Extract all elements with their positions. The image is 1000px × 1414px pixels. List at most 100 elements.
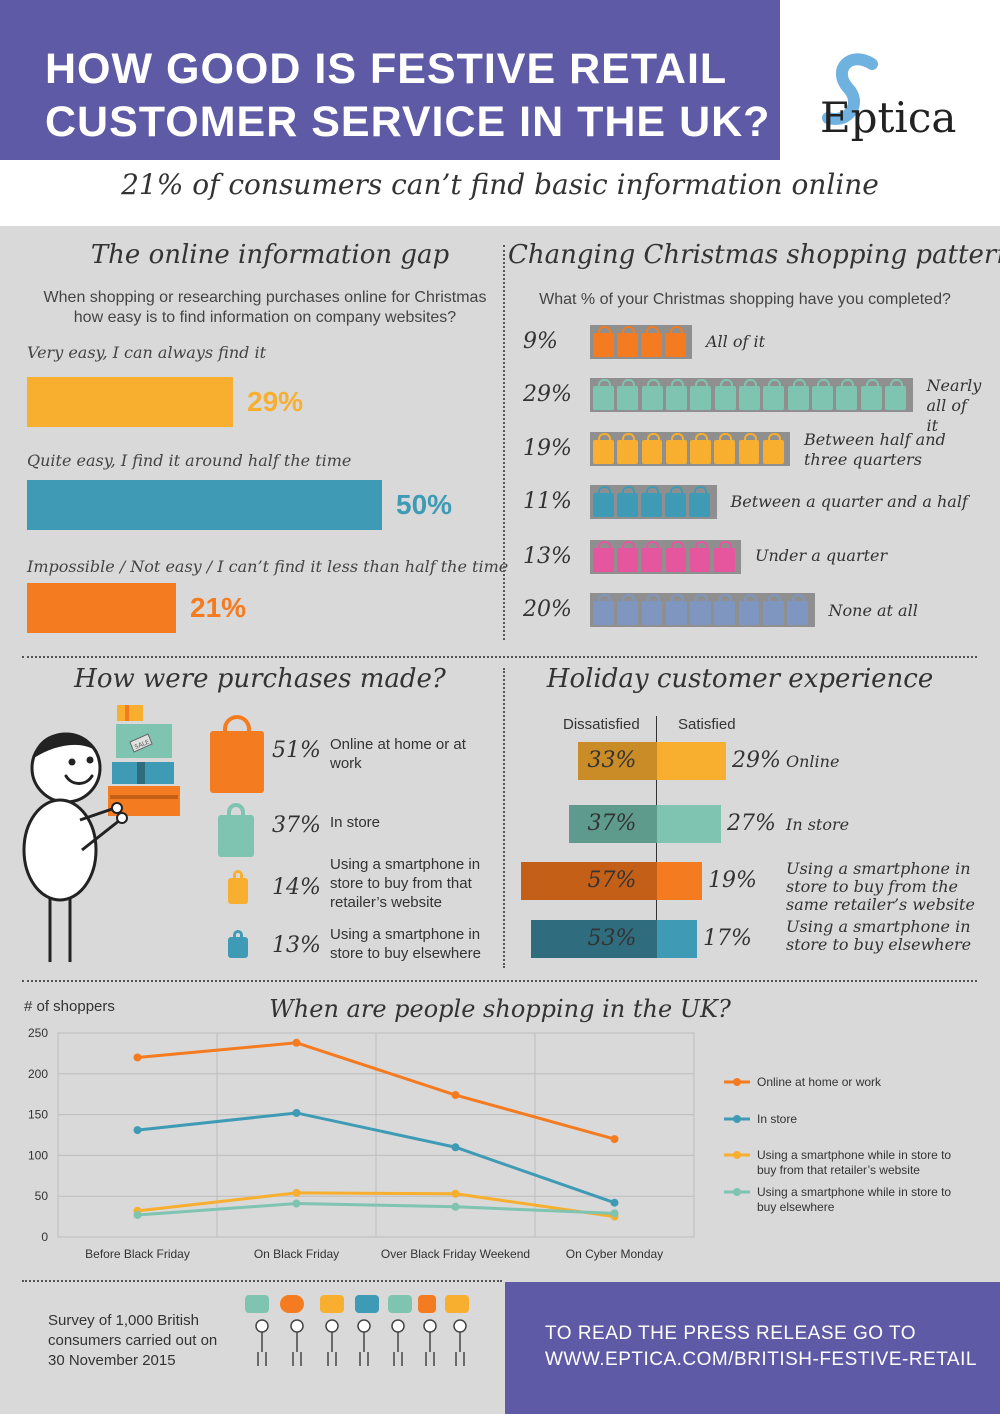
x-tick-label: Before Black Friday: [85, 1247, 190, 1261]
divider-vertical-top: [503, 245, 505, 640]
data-point: [451, 1091, 460, 1100]
shopping-bag-icon: [641, 433, 663, 464]
shopping-bag-icon: [665, 326, 686, 357]
title-line-1: HOW GOOD IS FESTIVE RETAIL: [45, 45, 728, 93]
y-tick-label: 0: [41, 1230, 48, 1244]
series-line: [137, 1041, 615, 1141]
dissatisfied-bar: [569, 805, 657, 843]
holiday-row-label: Using a smartphone in store to buy from …: [786, 859, 975, 914]
legend-label: Using a smartphone while in store to buy …: [757, 1185, 951, 1214]
legend-marker: [733, 1188, 741, 1196]
shopping-bag-icon: [690, 433, 711, 464]
shopping-bag-icon: [641, 486, 662, 517]
purchase-pct-store: 37%: [272, 813, 321, 838]
legend-marker: [733, 1115, 741, 1123]
shopping-bag-icon: [763, 379, 785, 410]
shopping-bag-icon: [617, 326, 638, 357]
legend-label: In store: [757, 1112, 797, 1126]
y-tick-label: 150: [28, 1108, 48, 1122]
satisfied-header: Satisfied: [678, 716, 736, 733]
data-point: [292, 1108, 301, 1117]
title-line-2: CUSTOMER SERVICE IN THE UK?: [45, 98, 771, 146]
y-tick-label: 100: [28, 1148, 48, 1162]
shopping-bag-icon: [665, 486, 686, 517]
shopping-bag-yellow-icon: [228, 870, 248, 904]
dissatisfied-header: Dissatisfied: [563, 716, 640, 733]
info-gap-title: The online information gap: [90, 240, 450, 270]
shopping-bag-icon: [762, 594, 784, 625]
pattern-label: Nearly all of it: [926, 376, 982, 435]
pattern-label: None at all: [828, 601, 918, 620]
shopping-bag-icon: [762, 433, 784, 464]
shopping-bag-icon: [665, 541, 687, 572]
pattern-pct: 19%: [523, 436, 572, 461]
satisfied-value: 29%: [732, 748, 781, 773]
shopping-bag-icon: [617, 541, 638, 572]
shopping-bag-icon: [714, 379, 736, 410]
shopping-bag-orange-icon: [210, 715, 264, 793]
shopping-bag-icon: [641, 326, 662, 357]
shopping-bag-icon: [593, 594, 614, 625]
people-illustration: [240, 1290, 475, 1370]
shopping-bag-icon: [617, 379, 639, 410]
holiday-row-label: Online: [786, 752, 840, 771]
satisfied-value: 27%: [727, 811, 776, 836]
pattern-bar: [590, 325, 692, 359]
shopping-bag-icon: [593, 541, 614, 572]
dissatisfied-value: 33%: [587, 748, 637, 773]
pattern-pct: 9%: [523, 329, 558, 354]
divider-horizontal-3: [22, 1280, 502, 1282]
gap-label-1: Very easy, I can always find it: [27, 343, 267, 362]
press-release-line-1: TO READ THE PRESS RELEASE GO TO: [545, 1323, 916, 1344]
pattern-pct: 29%: [523, 382, 572, 407]
shopping-bag-icon: [836, 379, 858, 410]
data-point: [133, 1126, 142, 1135]
satisfied-value: 19%: [708, 868, 757, 893]
purchases-title: How were purchases made?: [74, 664, 446, 694]
pattern-pct: 20%: [523, 597, 572, 622]
pattern-bar: [590, 432, 790, 466]
shopping-bag-icon: [617, 486, 638, 517]
shopping-bag-icon: [617, 594, 639, 625]
divider-horizontal-1: [22, 656, 977, 658]
dissatisfied-value: 53%: [587, 926, 637, 951]
title-box: [0, 0, 780, 160]
legend-marker: [733, 1151, 741, 1159]
holiday-title: Holiday customer experience: [546, 664, 934, 694]
shopping-bag-icon: [885, 379, 906, 410]
logo-text: Eptica: [820, 93, 956, 142]
satisfied-bar: [657, 920, 697, 958]
shopper-illustration: SALE: [20, 700, 200, 970]
shopping-bag-icon: [666, 379, 687, 410]
data-point: [610, 1198, 619, 1207]
pattern-label: Under a quarter: [755, 546, 888, 565]
purchase-text-store: In store: [330, 814, 381, 831]
gap-bar-not-easy: [27, 583, 176, 633]
shopping-bag-icon: [739, 379, 760, 410]
gap-bar-quite-easy: [27, 480, 382, 530]
satisfied-bar: [657, 805, 721, 843]
holiday-row-label: Using a smartphone in store to buy elsew…: [786, 917, 972, 954]
data-point: [133, 1210, 142, 1219]
shopping-bag-icon: [690, 379, 712, 410]
dissatisfied-value: 57%: [587, 868, 637, 893]
holiday-row-label: In store: [786, 815, 850, 834]
data-point: [133, 1053, 142, 1062]
press-release-link[interactable]: WWW.EPTICA.COM/BRITISH-FESTIVE-RETAIL: [545, 1349, 977, 1370]
pattern-label: Between half and three quarters: [804, 430, 946, 469]
pattern-bar: [590, 485, 717, 519]
satisfied-bar: [657, 742, 726, 780]
shopping-bag-icon: [787, 594, 809, 625]
data-point: [292, 1038, 301, 1047]
shopping-bag-icon: [860, 379, 882, 410]
pattern-bar: [590, 540, 741, 574]
shopping-bag-icon: [689, 486, 710, 517]
gap-label-2: Quite easy, I find it around half the ti…: [27, 451, 352, 470]
shopping-bag-icon: [641, 541, 663, 572]
shopping-bag-icon: [617, 433, 638, 464]
purchase-text-smartphone-retailer: Using a smartphone in store to buy from …: [330, 856, 481, 911]
series-line: [137, 1191, 615, 1219]
divider-horizontal-2: [22, 980, 977, 982]
chart-title: When are people shopping in the UK?: [269, 995, 731, 1023]
pattern-pct: 11%: [523, 489, 572, 514]
